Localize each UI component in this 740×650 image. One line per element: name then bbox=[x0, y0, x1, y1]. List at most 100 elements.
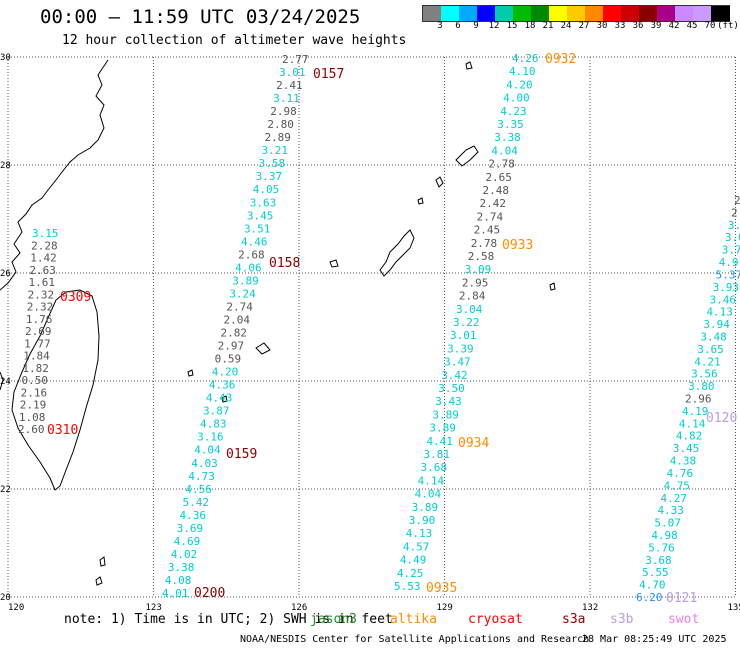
china-coastline bbox=[0, 59, 109, 291]
wave-height-value: 4.01 bbox=[162, 587, 189, 600]
wave-height-value: 2.74 bbox=[226, 300, 253, 313]
wave-height-value: 4.76 bbox=[667, 467, 694, 480]
color-legend-label: 3 bbox=[437, 21, 443, 31]
lon-tick-label: 126 bbox=[291, 603, 307, 613]
color-legend-label: 27 bbox=[578, 21, 590, 31]
wave-height-value: 1.82 bbox=[22, 362, 49, 375]
wave-height-value: 4.23 bbox=[500, 105, 527, 118]
wave-height-value: 4.75 bbox=[664, 479, 691, 492]
china-coastline-2 bbox=[0, 371, 4, 391]
wave-height-value: 2.80 bbox=[267, 118, 294, 131]
wave-height-value: 3.58 bbox=[259, 157, 286, 170]
color-swatch bbox=[531, 6, 550, 21]
wave-height-value: 3.89 bbox=[232, 274, 259, 287]
island-d bbox=[99, 556, 106, 567]
wave-height-value: 2.3 bbox=[731, 206, 740, 219]
wave-height-value: 2.77 bbox=[282, 53, 309, 66]
color-swatch bbox=[603, 6, 622, 21]
wave-height-value: 4.00 bbox=[503, 92, 530, 105]
taiwan-coastline bbox=[11, 289, 100, 491]
color-swatch bbox=[621, 6, 640, 21]
wave-height-value: 2.74 bbox=[477, 210, 504, 223]
track-time-label: 0121 bbox=[666, 591, 697, 606]
lat-tick-label: 20 bbox=[0, 593, 11, 603]
credit-timestamp: 28 Mar 08:25:49 UTC 2025 bbox=[582, 634, 727, 645]
wave-height-value: 4.43 bbox=[206, 392, 233, 405]
wave-height-value: 5.07 bbox=[654, 517, 681, 530]
color-swatch bbox=[693, 6, 712, 21]
wave-height-value: 4.04 bbox=[415, 488, 442, 501]
wave-height-value: 0.59 bbox=[215, 353, 242, 366]
wave-height-value: 2.89 bbox=[264, 131, 291, 144]
track-time-label: 0157 bbox=[313, 67, 344, 82]
wave-height-value: 5.42 bbox=[182, 496, 209, 509]
wave-height-value: 3.24 bbox=[229, 287, 256, 300]
wave-height-value: 2.58 bbox=[468, 250, 495, 263]
track-time-label: 0158 bbox=[269, 256, 300, 271]
island-g bbox=[417, 197, 424, 205]
wave-height-value: 2.65 bbox=[485, 171, 512, 184]
island-i bbox=[549, 282, 556, 291]
wave-height-value: 3.16 bbox=[197, 431, 224, 444]
wave-height-value: 3.45 bbox=[673, 442, 700, 455]
wave-height-value: 4.27 bbox=[661, 492, 688, 505]
wave-height-value: 3.80 bbox=[688, 380, 715, 393]
color-swatch bbox=[459, 6, 478, 21]
wave-height-value: 3.43 bbox=[435, 395, 462, 408]
footer-note: note: 1) Time is in UTC; 2) SWH is in fe… bbox=[64, 612, 393, 627]
wave-height-value: 3.69 bbox=[177, 522, 204, 535]
wave-height-value: 1.08 bbox=[19, 411, 46, 424]
wave-height-value: 3.93 bbox=[713, 281, 740, 294]
wave-height-value: 3.46 bbox=[710, 293, 737, 306]
wave-height-value: 2.82 bbox=[221, 327, 248, 340]
wave-height-value: 1.77 bbox=[24, 337, 51, 350]
wave-height-value: 3.87 bbox=[203, 405, 230, 418]
color-swatch bbox=[675, 6, 694, 21]
wave-height-value: 2.45 bbox=[474, 224, 501, 237]
color-legend-label: 21 bbox=[542, 21, 554, 31]
wave-height-value: 1.61 bbox=[29, 276, 56, 289]
wave-height-value: 3.47 bbox=[444, 356, 471, 369]
wave-height-value: 4.14 bbox=[418, 474, 445, 487]
wave-height-value: 4.56 bbox=[185, 483, 212, 496]
island-a bbox=[435, 176, 444, 188]
wave-height-value: 3.89 bbox=[412, 501, 439, 514]
wave-height-value: 3.22 bbox=[453, 316, 480, 329]
wave-height-value: 4.73 bbox=[188, 470, 215, 483]
wave-height-value: 3.21 bbox=[262, 144, 289, 157]
wave-height-value: 2.04 bbox=[223, 313, 250, 326]
wave-height-value: 4.98 bbox=[651, 529, 678, 542]
wave-height-value: 3.74 bbox=[722, 244, 740, 257]
wave-height-value: 3.01 bbox=[725, 231, 740, 244]
page-title: 00:00 – 11:59 UTC 03/24/2025 bbox=[40, 6, 361, 28]
wave-height-value: 4.33 bbox=[657, 504, 684, 517]
wave-height-value: 1.42 bbox=[30, 252, 57, 265]
wave-height-value: 3.11 bbox=[273, 92, 300, 105]
wave-height-value: 3.37 bbox=[256, 170, 283, 183]
color-swatch bbox=[477, 6, 496, 21]
wave-height-value: 3.56 bbox=[691, 368, 718, 381]
wave-height-value: 5.76 bbox=[648, 541, 675, 554]
page-subtitle: 12 hour collection of altimeter wave hei… bbox=[62, 33, 407, 48]
track-time-labels: 0157 0158 0159 0200 0309 0310 0932 0933 0934 0935… bbox=[47, 52, 737, 606]
wave-height-value: 1.76 bbox=[26, 313, 53, 326]
wave-height-value: 3.65 bbox=[697, 343, 724, 356]
lon-tick-label: 123 bbox=[146, 603, 162, 613]
wave-height-value: 4.82 bbox=[676, 430, 703, 443]
wave-height-value: 3.89 bbox=[429, 422, 456, 435]
color-legend-label: 12 bbox=[488, 21, 500, 31]
wave-height-value: 3.38 bbox=[494, 131, 521, 144]
wave-height-value: 2.84 bbox=[459, 290, 486, 303]
credit-text: NOAA/NESDIS Center for Satellite Applica… bbox=[240, 634, 590, 645]
satellite-legend-item: altika bbox=[390, 612, 437, 627]
color-legend-label: 6 bbox=[455, 21, 461, 31]
wave-height-value: 3.81 bbox=[424, 448, 451, 461]
color-swatch bbox=[513, 6, 532, 21]
lat-lon-grid: 120 123 126 129 132 135 30 28 26 24 22 20 bbox=[0, 53, 740, 613]
track-time-label: 0934 bbox=[458, 436, 489, 451]
color-swatch bbox=[567, 6, 586, 21]
wave-height-value: 4.20 bbox=[212, 366, 239, 379]
wave-height-value: 4.10 bbox=[509, 65, 536, 78]
wave-height-value: 2.78 bbox=[488, 158, 515, 171]
